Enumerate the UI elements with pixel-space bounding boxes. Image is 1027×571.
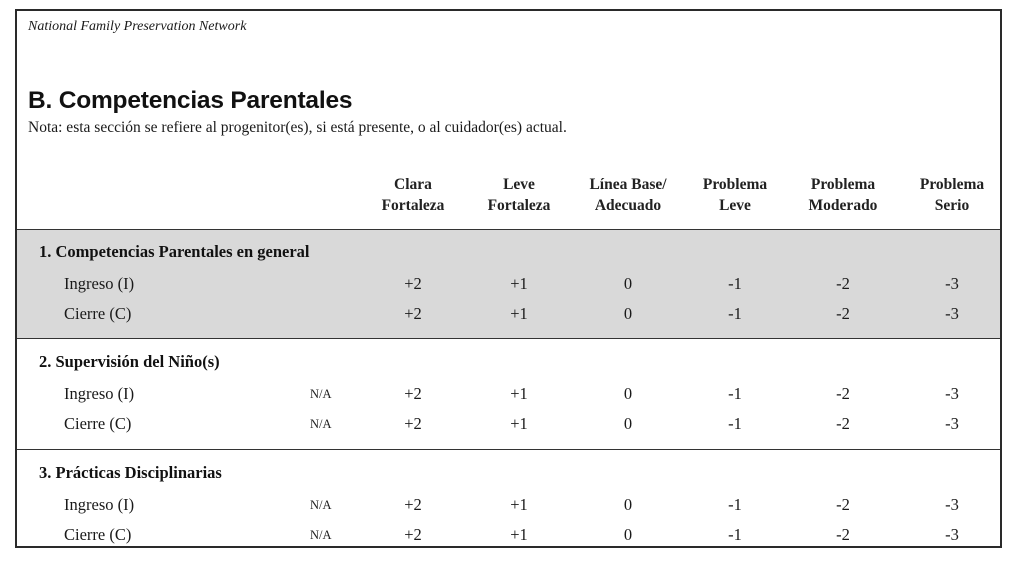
- rating-option[interactable]: +2: [404, 274, 422, 293]
- not-applicable-option[interactable]: N/A: [310, 387, 332, 401]
- rating-option[interactable]: +1: [510, 384, 528, 403]
- rating-option[interactable]: -2: [836, 525, 850, 544]
- rating-option[interactable]: +2: [404, 414, 422, 433]
- rating-option[interactable]: -2: [836, 274, 850, 293]
- rating-option[interactable]: -2: [836, 304, 850, 323]
- rating-option[interactable]: -1: [728, 304, 742, 323]
- row-label: Cierre (C): [64, 525, 132, 544]
- not-applicable-option[interactable]: N/A: [310, 417, 332, 431]
- divider: [17, 338, 1000, 339]
- rating-option[interactable]: +2: [404, 384, 422, 403]
- row-label: Ingreso (I): [64, 495, 135, 514]
- rating-option[interactable]: -1: [728, 414, 742, 433]
- col-header-problema-serio: Problema Serio: [919, 176, 985, 214]
- row-label: Cierre (C): [64, 304, 132, 323]
- col-header-problema-moderado: Problema Moderado: [808, 176, 878, 214]
- divider: [17, 229, 1000, 230]
- rating-option[interactable]: 0: [623, 414, 633, 433]
- section-1-title: 1. Competencias Parentales en general: [39, 242, 310, 261]
- col-header-problema-leve: Problema Leve: [702, 176, 768, 214]
- section-note: Nota: esta sección se refiere al progeni…: [28, 119, 567, 136]
- rating-option[interactable]: -3: [945, 274, 959, 293]
- rating-option[interactable]: 0: [623, 304, 633, 323]
- rating-option[interactable]: 0: [623, 274, 633, 293]
- rating-option[interactable]: -3: [945, 414, 959, 433]
- rating-option[interactable]: -2: [836, 495, 850, 514]
- form-page: National Family Preservation Network B. …: [15, 9, 1002, 548]
- rating-option[interactable]: -3: [945, 384, 959, 403]
- rating-option[interactable]: -3: [945, 495, 959, 514]
- rating-option[interactable]: -1: [728, 525, 742, 544]
- organization-name: National Family Preservation Network: [28, 19, 247, 34]
- section-1-shading: [17, 229, 1000, 338]
- rating-option[interactable]: -3: [945, 525, 959, 544]
- rating-option[interactable]: +1: [510, 274, 528, 293]
- rating-option[interactable]: 0: [623, 495, 633, 514]
- rating-option[interactable]: +2: [404, 525, 422, 544]
- rating-option[interactable]: -1: [728, 495, 742, 514]
- row-label: Ingreso (I): [64, 384, 135, 403]
- rating-option[interactable]: +2: [404, 304, 422, 323]
- rating-option[interactable]: +1: [510, 495, 528, 514]
- rating-option[interactable]: 0: [623, 525, 633, 544]
- rating-option[interactable]: -2: [836, 414, 850, 433]
- section-3-title: 3. Prácticas Disciplinarias: [39, 463, 222, 482]
- not-applicable-option[interactable]: N/A: [310, 498, 332, 512]
- rating-option[interactable]: -1: [728, 274, 742, 293]
- row-label: Cierre (C): [64, 414, 132, 433]
- row-label: Ingreso (I): [64, 274, 135, 293]
- rating-option[interactable]: 0: [623, 384, 633, 403]
- divider: [17, 449, 1000, 450]
- rating-option[interactable]: +1: [510, 304, 528, 323]
- section-title: B. Competencias Parentales: [28, 87, 353, 114]
- col-header-linea-base: Línea Base/Adecuado: [589, 176, 667, 214]
- rating-option[interactable]: +2: [404, 495, 422, 514]
- rating-option[interactable]: +1: [510, 414, 528, 433]
- rating-option[interactable]: -3: [945, 304, 959, 323]
- rating-option[interactable]: -1: [728, 384, 742, 403]
- rating-option[interactable]: -2: [836, 384, 850, 403]
- col-header-leve-fortaleza: Leve Fortaleza: [487, 176, 551, 214]
- not-applicable-option[interactable]: N/A: [310, 528, 332, 542]
- rating-option[interactable]: +1: [510, 525, 528, 544]
- section-2-title: 2. Supervisión del Niño(s): [39, 352, 220, 371]
- col-header-clara-fortaleza: Clara Fortaleza: [381, 176, 445, 214]
